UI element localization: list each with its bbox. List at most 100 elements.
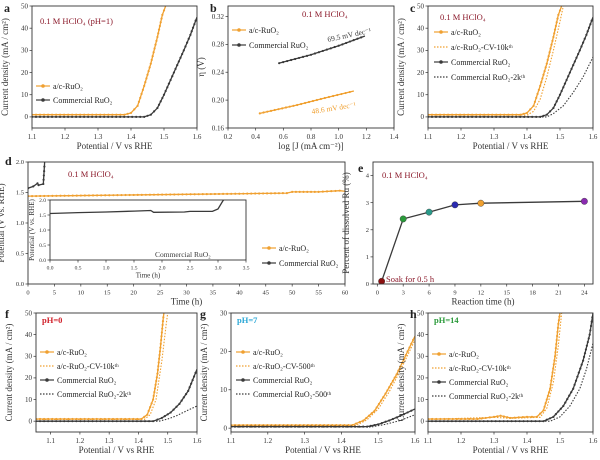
series-marker: [70, 115, 74, 119]
legend-label: Commercial RuO₂: [451, 58, 511, 67]
x-tick-label: 2.5: [187, 266, 194, 272]
series-marker: [50, 113, 54, 116]
legend-label: a/c-RuO₂: [279, 244, 309, 253]
series-marker: [552, 363, 555, 366]
series-marker: [83, 113, 86, 116]
series-marker: [547, 54, 550, 58]
x-tick-label: 0: [26, 290, 29, 297]
y-tick-label: 1: [366, 254, 369, 261]
panel-b: 0.2 0.4 0.6 0.8 1.0 1.2 1.4 0.16 0.20 0.24 0.28 0.3…: [196, 1, 399, 151]
series-marker: [281, 107, 284, 110]
series-marker: [144, 81, 147, 84]
series-marker: [150, 402, 153, 405]
series-marker: [355, 422, 358, 425]
series-marker: [185, 193, 188, 196]
y-tick-label: 0.28: [212, 41, 225, 49]
series-marker: [495, 115, 498, 119]
series-marker: [136, 417, 139, 421]
series-marker: [585, 33, 588, 36]
series-marker: [352, 39, 355, 42]
series-marker: [542, 409, 545, 412]
series-marker: [149, 406, 152, 409]
series-marker: [556, 334, 559, 338]
series-marker: [549, 110, 552, 113]
series-marker: [103, 113, 106, 116]
series-marker: [558, 9, 562, 12]
series-marker: [75, 194, 78, 197]
series-marker: [297, 56, 301, 60]
series-marker: [258, 192, 261, 195]
series-d-0: [28, 189, 345, 198]
x-tick-label: 12: [478, 290, 485, 297]
series-marker: [296, 103, 299, 107]
series-marker: [42, 174, 45, 177]
series-marker: [99, 113, 102, 116]
series-marker: [67, 420, 70, 423]
series-marker: [586, 30, 589, 33]
series-marker: [578, 49, 581, 52]
series-marker: [395, 416, 398, 419]
y-tick-label: 50: [417, 2, 425, 10]
series-marker: [78, 115, 82, 119]
series-line: [428, 6, 564, 116]
series-marker: [551, 371, 554, 374]
series-marker: [356, 37, 359, 40]
annotation: Soak for 0.5 h: [386, 274, 435, 284]
series-marker: [143, 115, 146, 119]
series-marker: [391, 379, 395, 382]
series-marker: [446, 113, 450, 116]
series-marker: [546, 394, 550, 398]
series-marker: [158, 350, 162, 353]
series-marker: [559, 407, 562, 410]
series-marker: [169, 78, 172, 82]
series-marker: [471, 113, 474, 116]
series-marker: [173, 193, 176, 196]
series-marker: [384, 392, 387, 395]
x-tick-label: 0.2: [224, 133, 233, 141]
y-tick-label: 50: [25, 309, 33, 317]
x-tick-label: 2.0: [159, 266, 166, 272]
series-marker: [133, 108, 136, 111]
x-axis-label: log [J (mA cm⁻²)]: [278, 141, 343, 151]
series-marker: [104, 194, 107, 197]
series-marker: [563, 82, 567, 85]
x-tick-label: 0: [376, 290, 379, 297]
series-marker: [132, 193, 135, 197]
series-marker: [386, 389, 389, 392]
series-marker: [139, 115, 142, 119]
y-tick-label: 10: [21, 91, 29, 99]
legend-label: Commercial RuO₂-2kᵗʰ: [449, 392, 524, 401]
series-marker: [459, 113, 462, 116]
series-marker: [543, 405, 546, 408]
series-marker: [334, 425, 337, 428]
series-marker: [388, 386, 391, 389]
series-marker: [161, 323, 164, 326]
series-marker: [377, 402, 381, 406]
series-marker: [507, 115, 510, 119]
x-axis-label: Time (h): [171, 297, 202, 307]
legend-label: a/c-RuO₂: [449, 350, 479, 359]
series-marker: [309, 425, 313, 428]
series-marker: [201, 193, 204, 196]
x-tick-label: 1.4: [523, 133, 532, 141]
annotation: Commercial RuO₂: [155, 250, 211, 259]
y-tick-label: 50: [21, 2, 29, 10]
series-marker: [281, 192, 285, 195]
x-tick-label: 1.5: [556, 133, 565, 141]
panel-c: 1.1 1.2 1.3 1.4 1.5 1.6 0 10 20 30 40 50 Potential /…: [396, 1, 598, 151]
series-marker: [82, 115, 86, 119]
series-marker: [346, 425, 349, 428]
series-marker: [519, 115, 522, 119]
series-marker: [148, 193, 152, 196]
y-tick-label: 0.32: [212, 13, 225, 21]
x-tick-label: 0.5: [75, 266, 82, 272]
series-marker: [172, 71, 175, 74]
y-tick-label: 40: [25, 331, 33, 339]
x-tick-label: 25: [157, 290, 164, 297]
series-marker: [343, 423, 346, 427]
series-marker: [539, 412, 542, 415]
series-marker: [551, 39, 554, 42]
series-marker: [552, 367, 555, 370]
panel-title: 0.1 M HClO₄: [68, 169, 114, 179]
series-marker: [554, 351, 557, 354]
